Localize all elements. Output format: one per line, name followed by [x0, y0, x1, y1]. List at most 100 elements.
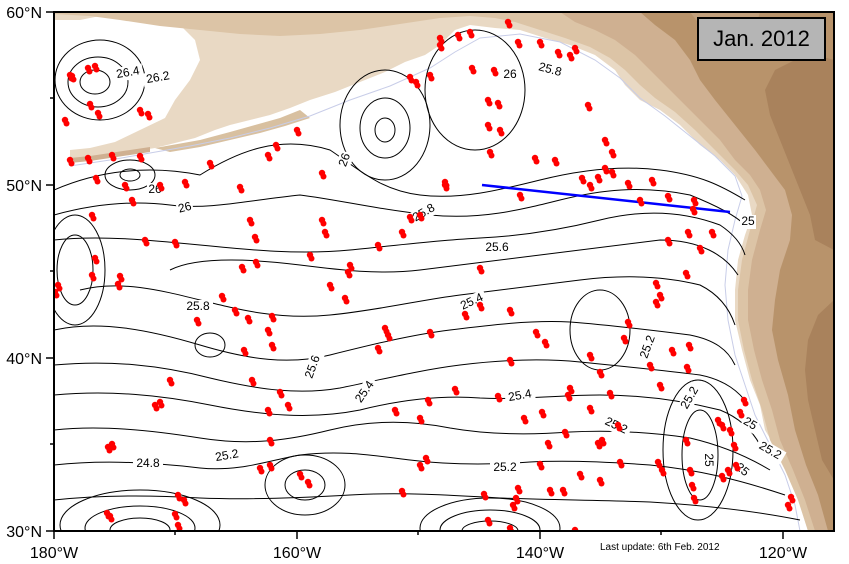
float-marker	[578, 474, 585, 481]
float-marker	[742, 400, 749, 407]
float-marker	[538, 42, 545, 49]
contour-label: 25	[702, 453, 716, 467]
float-marker	[426, 400, 433, 407]
contour-label-background	[211, 446, 243, 466]
float-marker	[738, 412, 745, 419]
float-marker	[220, 296, 227, 303]
contour-label-background	[740, 215, 756, 229]
float-marker	[143, 240, 150, 247]
contour-label-background	[533, 59, 567, 81]
float-marker	[343, 298, 350, 305]
float-marker	[598, 480, 605, 487]
contour-label: 26	[335, 151, 353, 169]
float-marker	[248, 220, 255, 227]
float-marker	[94, 178, 101, 185]
float-marker	[108, 516, 115, 523]
float-marker	[238, 187, 245, 194]
float-marker	[538, 464, 545, 471]
last-update-note: Last update: 6th Feb. 2012	[600, 542, 720, 553]
float-marker	[573, 48, 580, 55]
float-marker	[270, 345, 277, 352]
float-marker	[418, 465, 425, 472]
float-marker	[732, 445, 739, 452]
lat-label-60n: 60°N	[6, 5, 42, 22]
float-marker	[514, 498, 521, 505]
float-marker	[253, 237, 260, 244]
float-marker	[266, 410, 273, 417]
float-marker	[268, 440, 275, 447]
float-marker	[266, 155, 273, 162]
contour-label-background	[301, 350, 325, 384]
float-marker	[486, 100, 493, 107]
float-marker	[496, 396, 503, 403]
float-marker	[320, 220, 327, 227]
float-marker	[720, 476, 727, 483]
float-marker	[468, 32, 475, 39]
contour-label: 24.8	[136, 456, 160, 470]
float-marker	[734, 465, 741, 472]
float-marker	[691, 209, 698, 216]
float-marker	[540, 412, 547, 419]
contour-label: 25.2	[493, 460, 517, 474]
float-marker	[328, 285, 335, 292]
float-marker	[268, 465, 275, 472]
float-marker	[488, 152, 495, 159]
float-marker	[54, 292, 60, 299]
float-marker	[286, 405, 293, 412]
float-marker	[588, 355, 595, 362]
contour-label-background	[502, 68, 518, 82]
float-marker	[158, 402, 165, 409]
float-marker	[543, 342, 550, 349]
float-marker	[670, 350, 677, 357]
float-marker	[428, 332, 435, 339]
float-marker	[176, 525, 183, 531]
float-marker	[786, 505, 793, 512]
float-marker	[456, 35, 463, 42]
float-marker	[685, 367, 692, 374]
lat-label-50n: 50°N	[6, 178, 42, 195]
float-marker	[687, 345, 694, 352]
float-marker	[516, 42, 523, 49]
float-marker	[553, 160, 560, 167]
float-marker	[116, 284, 123, 291]
contour-label-background	[482, 241, 512, 255]
float-marker	[660, 470, 667, 477]
float-marker	[563, 432, 570, 439]
float-marker	[626, 183, 633, 190]
map-plot-area: 26.4 26.22626262625.825.825.825.625.625.4…	[54, 12, 834, 531]
float-marker	[588, 408, 595, 415]
float-marker	[654, 283, 661, 290]
argo-floats	[54, 18, 796, 531]
float-marker	[323, 232, 330, 239]
contour-label: 25	[741, 214, 755, 228]
float-marker	[498, 130, 505, 137]
float-marker	[518, 195, 525, 202]
float-marker	[233, 310, 240, 317]
float-marker	[306, 482, 313, 489]
float-marker	[692, 200, 699, 207]
float-marker	[376, 348, 383, 355]
float-marker	[173, 242, 180, 249]
contour-label: 25.8	[186, 299, 210, 313]
float-marker	[96, 113, 103, 120]
contour-label-background	[504, 386, 536, 406]
lon-label-120w: 120°W	[759, 545, 808, 562]
float-marker	[511, 505, 518, 512]
contour-label-background	[335, 150, 355, 170]
float-marker	[438, 38, 445, 45]
float-marker	[626, 322, 633, 329]
contour-label-background	[175, 199, 195, 217]
float-marker	[376, 245, 383, 252]
contour-label: 25.2	[214, 446, 240, 464]
contour-label-background	[407, 199, 441, 227]
float-marker	[556, 52, 563, 59]
float-marker	[478, 305, 485, 312]
float-marker	[93, 66, 100, 73]
float-marker	[320, 173, 327, 180]
contour-label-background	[753, 437, 787, 465]
float-marker	[486, 125, 493, 132]
section-line	[481, 183, 731, 214]
float-marker	[400, 491, 407, 498]
float-marker	[654, 302, 661, 309]
